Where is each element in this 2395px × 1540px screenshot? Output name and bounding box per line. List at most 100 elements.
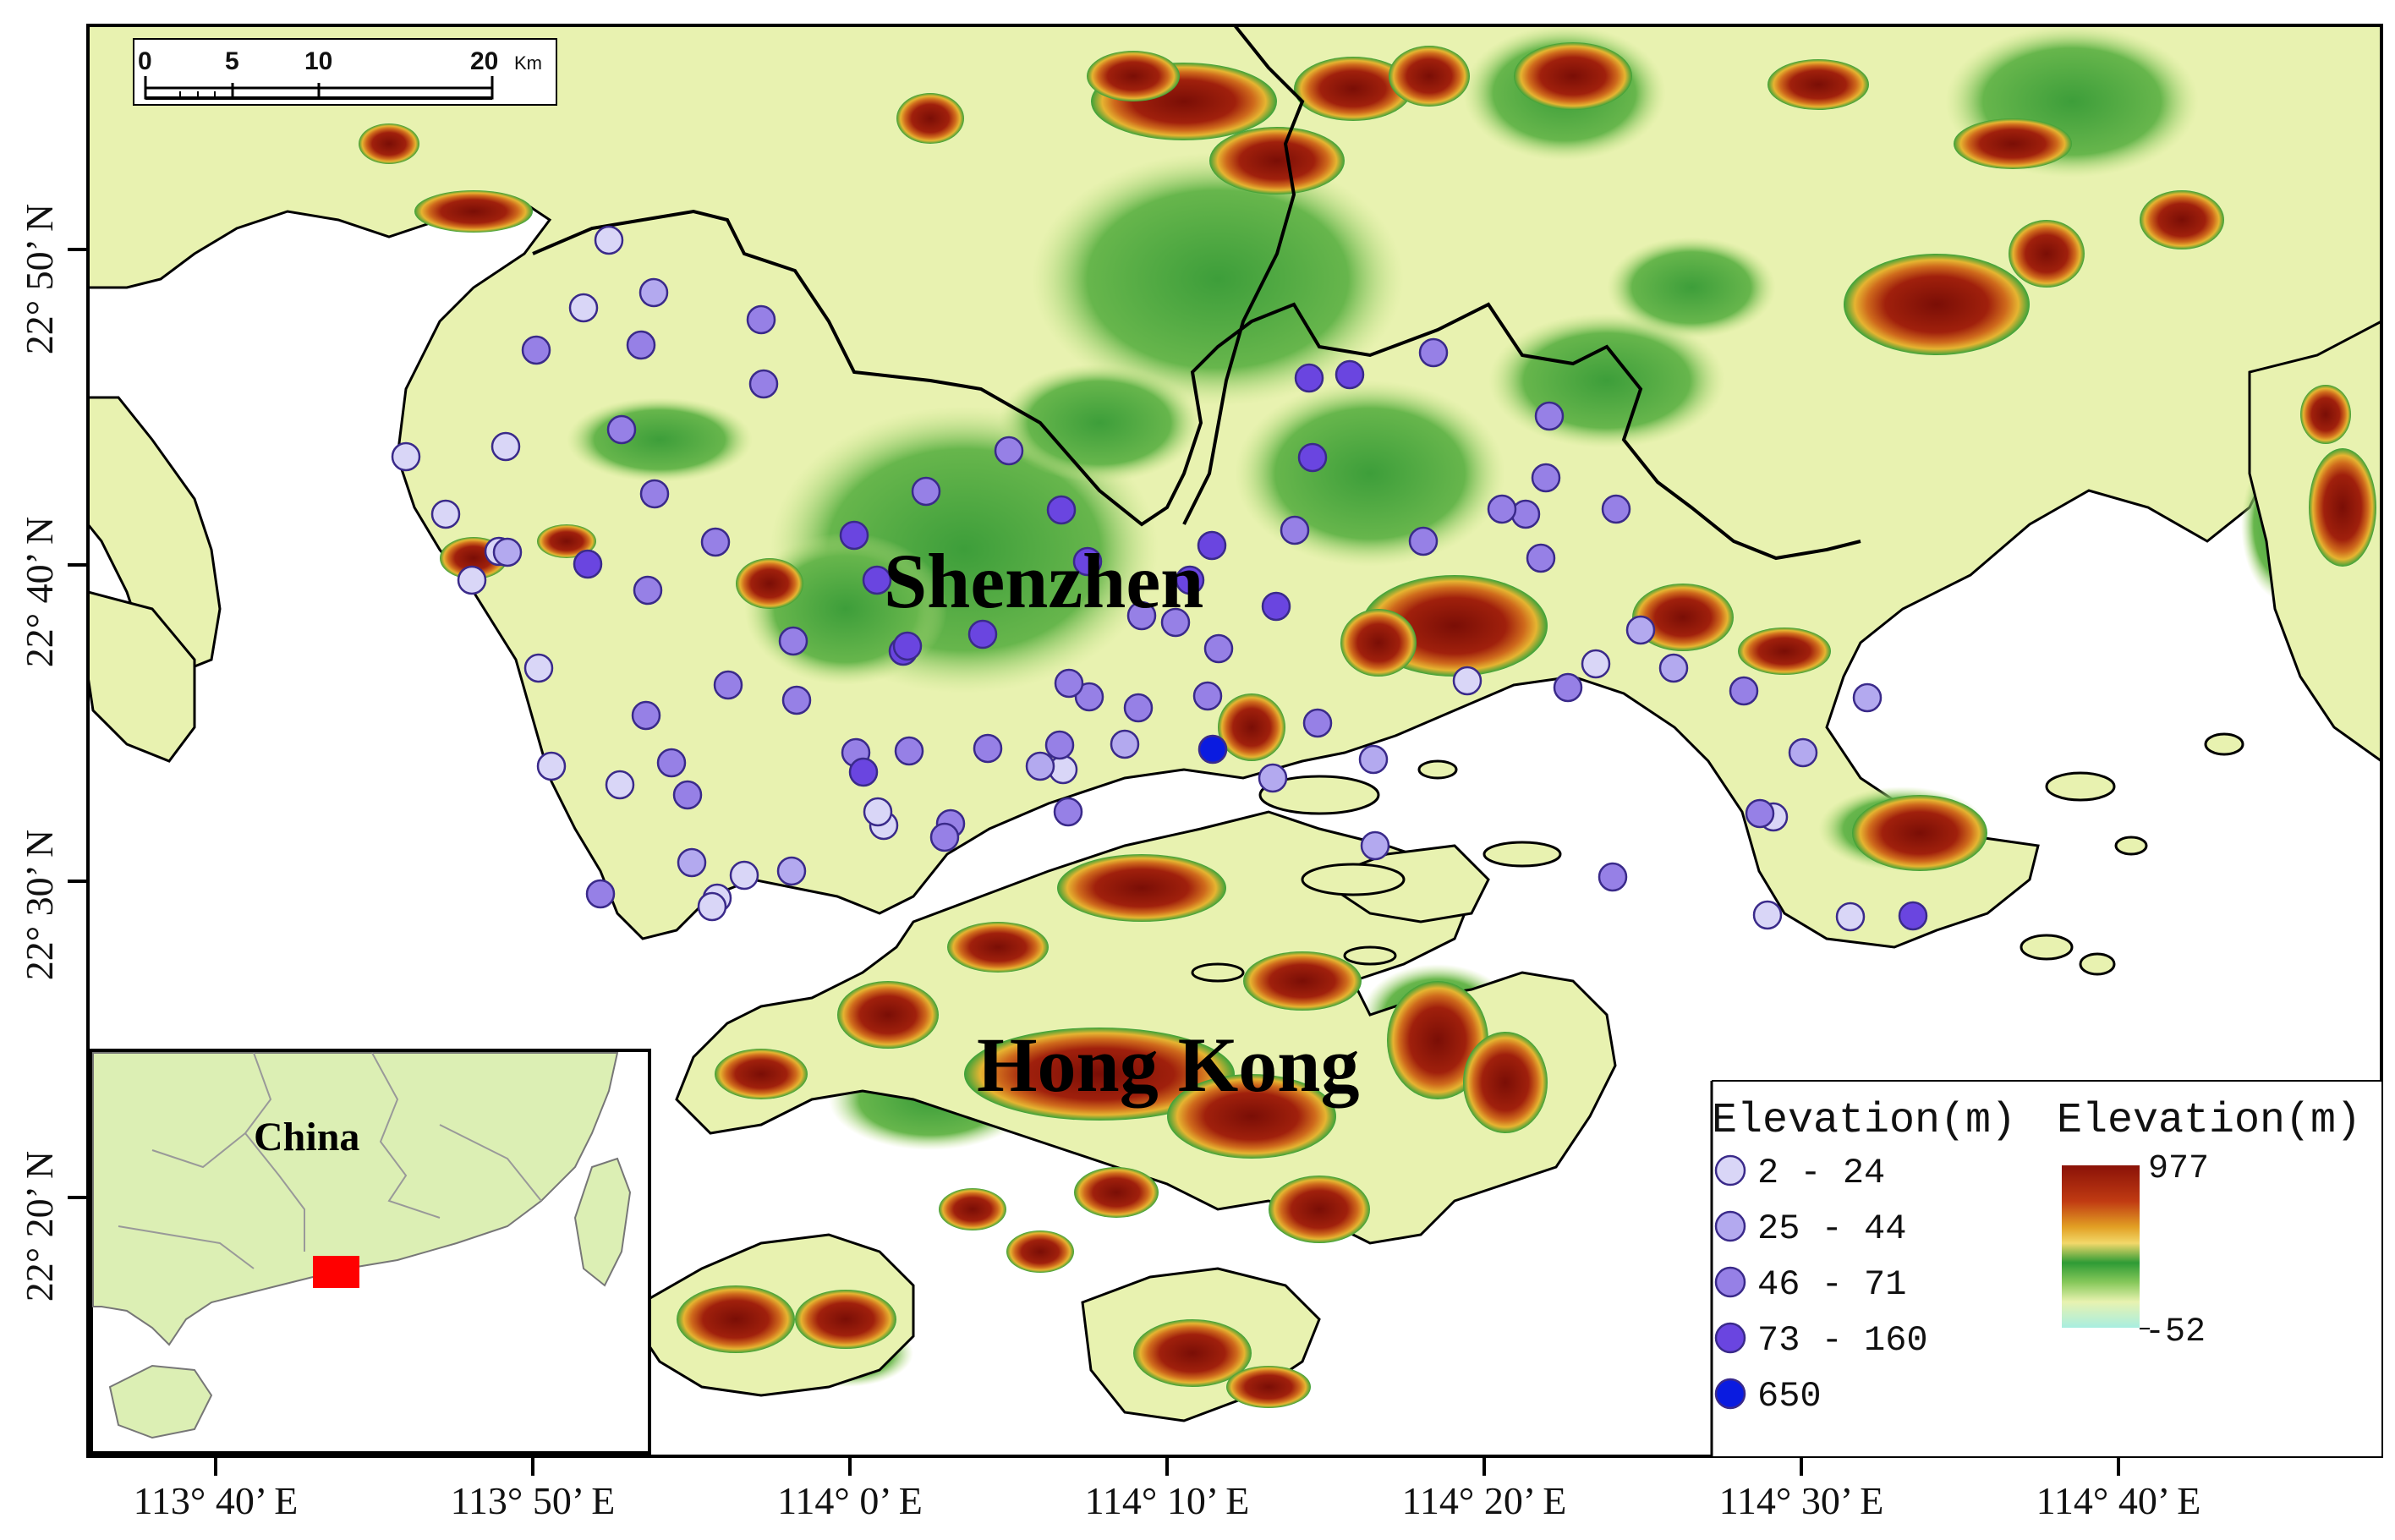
station-point <box>1280 515 1310 545</box>
station-point <box>523 653 554 683</box>
station-point <box>1452 666 1482 696</box>
mountain-relief <box>964 1028 1235 1121</box>
station-point <box>677 847 707 878</box>
scale-unit: Km <box>514 52 542 74</box>
station-point <box>585 879 616 909</box>
station-point <box>626 330 656 360</box>
scale-tick-5: 5 <box>225 47 239 75</box>
station-point <box>697 891 727 922</box>
latitude-axis: 22° 50’ N 22° 40’ N 22° 30’ N 22° 20’ N <box>18 204 88 1302</box>
district-boundary <box>1182 25 1305 525</box>
mountain-relief <box>947 922 1049 973</box>
station-point <box>430 499 461 529</box>
station-point <box>1360 830 1390 861</box>
station-point <box>457 565 487 595</box>
island <box>2045 771 2116 802</box>
station-point <box>1025 751 1055 781</box>
island <box>1417 759 1458 780</box>
mountain-relief <box>2309 448 2376 567</box>
terrain-relief <box>359 42 2376 1408</box>
station-point <box>1487 494 1517 524</box>
station-point <box>746 304 776 335</box>
legend-label: 2 - 24 <box>1757 1153 1885 1193</box>
mainland-landmass <box>88 25 2381 949</box>
study-area-marker <box>313 1256 359 1288</box>
station-point <box>656 748 687 778</box>
mountain-relief <box>414 190 533 233</box>
station-point <box>1203 633 1234 664</box>
station-point <box>700 527 731 557</box>
station-point <box>391 441 421 472</box>
station-point <box>839 520 869 551</box>
station-point <box>1126 600 1157 631</box>
dem-max-label: 977 <box>2148 1150 2209 1188</box>
station-point <box>633 575 663 606</box>
station-point <box>639 479 670 509</box>
mountain-relief <box>677 1285 795 1353</box>
mountain-relief <box>1463 1032 1548 1133</box>
station-point <box>1110 729 1140 759</box>
station-point <box>776 856 807 886</box>
station-point <box>521 335 551 365</box>
vegetation-patch <box>998 364 1201 482</box>
station-point <box>1297 442 1328 473</box>
station-point <box>491 431 521 462</box>
legend-swatch <box>1714 1210 1746 1242</box>
mountain-relief <box>736 558 803 609</box>
station-point <box>1072 546 1103 577</box>
station-point <box>1581 649 1611 679</box>
legend-swatch <box>1714 1378 1746 1410</box>
mountain-relief <box>1844 254 2030 355</box>
station-point <box>1294 363 1324 393</box>
island <box>1301 863 1406 896</box>
island <box>1482 841 1562 868</box>
station-point <box>1074 682 1104 712</box>
vegetation-patch <box>1032 152 1404 406</box>
mountain-relief <box>1006 1230 1074 1273</box>
station-point <box>1175 565 1205 595</box>
station-point <box>848 757 879 787</box>
station-point <box>605 770 635 800</box>
station-point <box>606 414 637 445</box>
lon-label-4: 114° 10’ E <box>1085 1479 1250 1522</box>
mountain-relief <box>1057 854 1226 922</box>
station-point <box>1302 708 1333 738</box>
mountain-relief <box>1387 981 1488 1099</box>
mountain-relief <box>939 1188 1006 1230</box>
lat-label-1: 22° 50’ N <box>18 204 61 355</box>
island <box>2020 934 2074 961</box>
station-point <box>911 476 941 507</box>
station-point <box>1601 494 1631 524</box>
mountain-relief <box>896 93 964 144</box>
mountain-relief <box>2140 190 2224 249</box>
station-point <box>929 822 960 852</box>
legend-label: 25 - 44 <box>1757 1208 1906 1249</box>
scale-tick-10: 10 <box>304 47 332 75</box>
station-point <box>492 537 523 567</box>
vegetation-patch <box>1235 381 1505 567</box>
station-point <box>1658 653 1689 683</box>
mountain-relief <box>715 1049 808 1099</box>
mountain-relief <box>537 524 596 558</box>
small-islands <box>1191 732 2244 983</box>
station-legend: Elevation(m) 2 - 24 25 - 44 46 - 71 73 - 16… <box>1710 1080 2381 1456</box>
station-point <box>1553 672 1583 703</box>
station-point <box>1788 737 1818 768</box>
station-point <box>1745 798 1775 829</box>
mountain-relief <box>795 1290 896 1349</box>
station-point <box>1044 730 1075 760</box>
station-point <box>894 736 924 766</box>
station-point <box>1531 463 1561 493</box>
station-point <box>568 293 599 323</box>
china-inset-map: China <box>90 1049 651 1455</box>
dem-min-label: -52 <box>2145 1313 2206 1351</box>
west-land <box>88 396 222 678</box>
longitude-axis: 113° 40’ E 113° 50’ E 114° 0’ E 114° 10’… <box>134 1456 2200 1522</box>
station-point <box>1898 901 1928 931</box>
island <box>2204 732 2244 756</box>
lon-label-6: 114° 30’ E <box>1719 1479 1884 1522</box>
island <box>2079 952 2116 976</box>
station-point <box>1729 676 1759 706</box>
mountain-relief <box>2009 220 2085 288</box>
